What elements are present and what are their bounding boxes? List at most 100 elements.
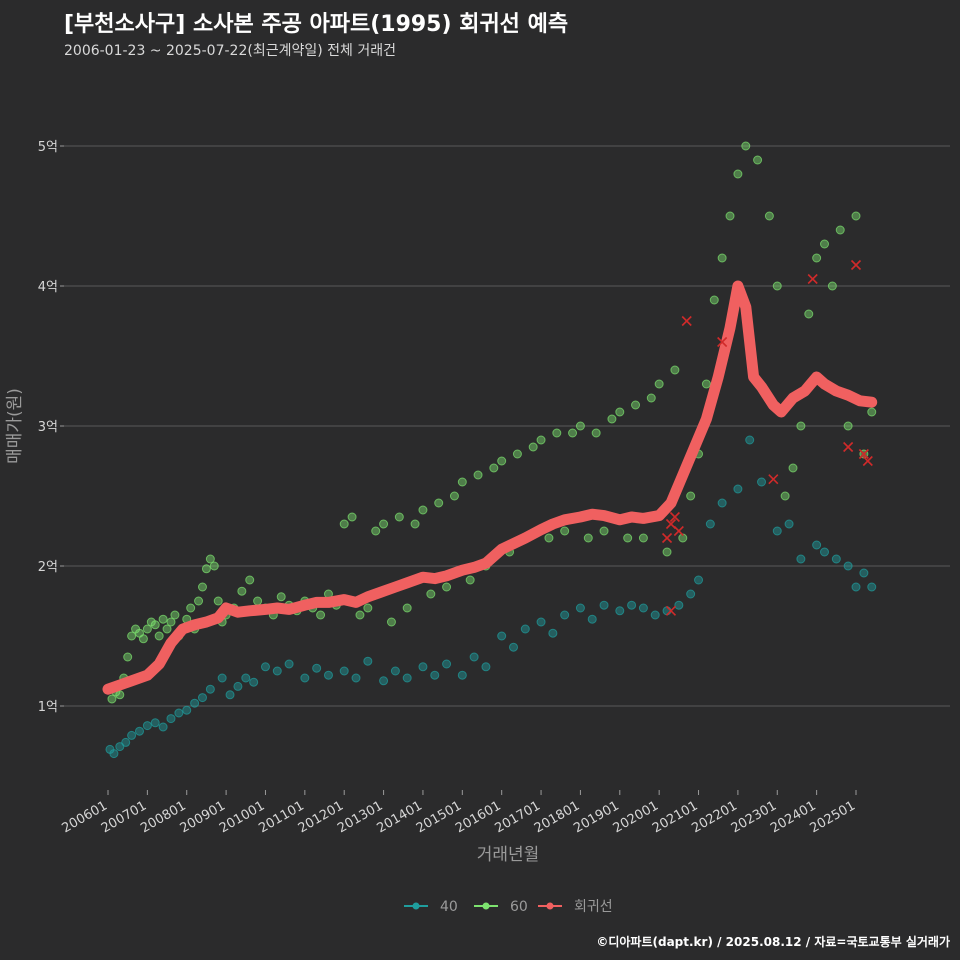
data-point-40	[508, 642, 518, 652]
data-point-40	[402, 673, 412, 683]
data-point-60	[725, 211, 735, 221]
data-point-60	[205, 554, 215, 564]
forecast-marker	[681, 315, 692, 327]
data-point-60	[138, 634, 148, 644]
data-point-40	[363, 656, 373, 666]
data-point-40	[134, 726, 144, 736]
chart-subtitle: 2006-01-23 ~ 2025-07-22(최근계약일) 전체 거래건	[64, 43, 396, 59]
legend-label: 회귀선	[574, 899, 613, 915]
data-point-40	[260, 662, 270, 672]
data-point-60	[465, 575, 475, 585]
forecast-markers	[661, 259, 873, 616]
data-point-40	[158, 722, 168, 732]
data-point-60	[473, 470, 483, 480]
data-point-40	[351, 673, 361, 683]
data-point-60	[371, 526, 381, 536]
data-point-40	[686, 589, 696, 599]
data-point-60	[154, 631, 164, 641]
legend-label: 40	[440, 899, 458, 915]
data-point-60	[197, 582, 207, 592]
data-point-40	[615, 606, 625, 616]
data-point-40	[599, 600, 609, 610]
source-caption: ©디아파트(dapt.kr) / 2025.08.12 / 자료=국토교통부 실…	[596, 935, 950, 949]
data-point-60	[560, 526, 570, 536]
data-point-40	[272, 666, 282, 676]
data-point-40	[796, 554, 806, 564]
data-point-60	[528, 442, 538, 452]
legend-label: 60	[510, 899, 528, 915]
y-tick-label: 2억	[38, 560, 58, 575]
data-point-40	[812, 540, 822, 550]
data-point-60	[142, 624, 152, 634]
data-point-60	[623, 533, 633, 543]
data-point-60	[591, 428, 601, 438]
data-point-40	[851, 582, 861, 592]
data-point-60	[410, 519, 420, 529]
data-point-40	[442, 659, 452, 669]
regression-line	[102, 280, 878, 695]
data-point-60	[166, 617, 176, 627]
data-point-60	[843, 421, 853, 431]
data-point-40	[241, 673, 251, 683]
legend-swatch-dot	[482, 902, 490, 910]
data-point-60	[646, 393, 656, 403]
data-point-60	[434, 498, 444, 508]
data-point-60	[213, 596, 223, 606]
grid-lines	[64, 145, 950, 707]
data-point-60	[253, 596, 263, 606]
x-axis: 2006012007012008012009012010012011012012…	[60, 790, 858, 836]
data-point-60	[780, 491, 790, 501]
data-point-40	[575, 603, 585, 613]
forecast-marker	[669, 511, 680, 523]
data-point-60	[631, 400, 641, 410]
data-point-60	[363, 603, 373, 613]
data-point-60	[162, 624, 172, 634]
data-point-40	[205, 684, 215, 694]
regression-path	[102, 280, 878, 695]
data-point-40	[638, 603, 648, 613]
data-point-60	[418, 505, 428, 515]
forecast-marker	[665, 605, 677, 616]
data-point-40	[859, 568, 869, 578]
data-point-60	[772, 281, 782, 291]
data-point-60	[599, 526, 609, 536]
data-point-40	[217, 673, 227, 683]
data-point-60	[127, 631, 137, 641]
data-point-40	[674, 600, 684, 610]
data-point-40	[142, 721, 152, 731]
data-point-40	[233, 681, 243, 691]
data-point-40	[430, 670, 440, 680]
data-point-40	[481, 662, 491, 672]
data-point-60	[115, 690, 125, 700]
data-point-60	[339, 519, 349, 529]
data-point-40	[418, 662, 428, 672]
chart-title: [부천소사구] 소사본 주공 아파트(1995) 회귀선 예측	[64, 12, 569, 37]
data-point-40	[497, 631, 507, 641]
data-point-60	[355, 610, 365, 620]
data-point-40	[284, 659, 294, 669]
data-point-60	[449, 491, 459, 501]
data-point-60	[457, 477, 467, 487]
data-point-60	[245, 575, 255, 585]
data-point-40	[867, 582, 877, 592]
data-point-40	[733, 484, 743, 494]
data-point-60	[654, 379, 664, 389]
data-point-40	[312, 663, 322, 673]
data-point-60	[670, 365, 680, 375]
data-point-60	[489, 463, 499, 473]
scatter-points	[105, 141, 877, 759]
data-point-60	[638, 533, 648, 543]
data-point-40	[109, 749, 119, 759]
data-point-60	[512, 449, 522, 459]
data-point-60	[568, 428, 578, 438]
data-point-60	[394, 512, 404, 522]
data-point-60	[804, 309, 814, 319]
data-point-60	[107, 694, 117, 704]
y-axis: 1억 2억 3억 4억 5억	[38, 140, 64, 715]
legend-swatch-dot	[412, 902, 420, 910]
y-tick-label: 1억	[38, 700, 58, 715]
data-point-40	[150, 718, 160, 728]
data-point-40	[182, 705, 192, 715]
data-point-40	[650, 610, 660, 620]
data-point-60	[544, 533, 554, 543]
